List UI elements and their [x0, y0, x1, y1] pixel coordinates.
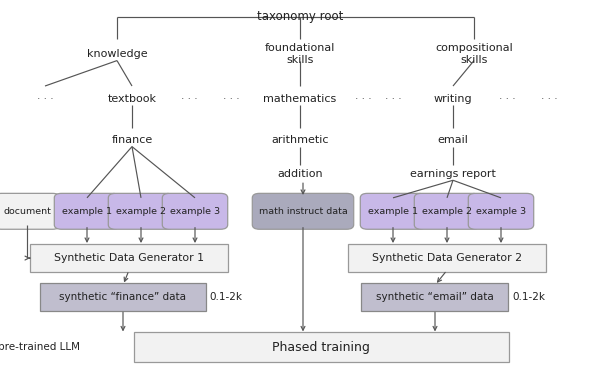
- Text: · · ·: · · ·: [499, 94, 515, 104]
- FancyBboxPatch shape: [162, 193, 228, 229]
- Text: textbook: textbook: [107, 94, 157, 104]
- Text: document: document: [3, 207, 51, 216]
- Text: example 3: example 3: [170, 207, 220, 216]
- FancyBboxPatch shape: [415, 193, 480, 229]
- Text: finance: finance: [112, 135, 152, 145]
- Text: Phased training: Phased training: [272, 341, 370, 353]
- Text: Synthetic Data Generator 1: Synthetic Data Generator 1: [54, 253, 204, 263]
- Text: · · ·: · · ·: [385, 94, 401, 104]
- Text: foundational
skills: foundational skills: [265, 43, 335, 65]
- Text: 0.1-2k: 0.1-2k: [513, 292, 546, 302]
- FancyBboxPatch shape: [468, 193, 534, 229]
- Text: pre-trained LLM: pre-trained LLM: [0, 342, 80, 352]
- Text: example 3: example 3: [476, 207, 526, 216]
- Text: mathematics: mathematics: [263, 94, 337, 104]
- FancyBboxPatch shape: [361, 283, 508, 311]
- Text: synthetic “finance” data: synthetic “finance” data: [59, 292, 187, 302]
- FancyBboxPatch shape: [54, 193, 120, 229]
- Text: arithmetic: arithmetic: [271, 135, 329, 145]
- Text: taxonomy root: taxonomy root: [257, 10, 343, 23]
- FancyBboxPatch shape: [30, 244, 228, 272]
- Text: Synthetic Data Generator 2: Synthetic Data Generator 2: [372, 253, 522, 263]
- Text: math instruct data: math instruct data: [259, 207, 347, 216]
- FancyBboxPatch shape: [134, 332, 509, 362]
- Text: 0.1-2k: 0.1-2k: [210, 292, 243, 302]
- Text: email: email: [437, 135, 469, 145]
- Text: example 1: example 1: [62, 207, 112, 216]
- Text: · · ·: · · ·: [181, 94, 197, 104]
- Text: knowledge: knowledge: [86, 49, 148, 59]
- Text: example 2: example 2: [422, 207, 472, 216]
- FancyBboxPatch shape: [40, 283, 206, 311]
- Text: · · ·: · · ·: [37, 94, 53, 104]
- FancyBboxPatch shape: [108, 193, 174, 229]
- FancyBboxPatch shape: [348, 244, 546, 272]
- Text: example 1: example 1: [368, 207, 418, 216]
- FancyBboxPatch shape: [360, 193, 426, 229]
- Text: earnings report: earnings report: [410, 169, 496, 179]
- Text: writing: writing: [434, 94, 472, 104]
- Text: · · ·: · · ·: [541, 94, 557, 104]
- Text: synthetic “email” data: synthetic “email” data: [376, 292, 494, 302]
- Text: example 2: example 2: [116, 207, 166, 216]
- Text: addition: addition: [277, 169, 323, 179]
- Text: · · ·: · · ·: [223, 94, 239, 104]
- Text: · · ·: · · ·: [355, 94, 371, 104]
- FancyBboxPatch shape: [0, 193, 60, 229]
- FancyBboxPatch shape: [252, 193, 353, 229]
- Text: compositional
skills: compositional skills: [435, 43, 513, 65]
